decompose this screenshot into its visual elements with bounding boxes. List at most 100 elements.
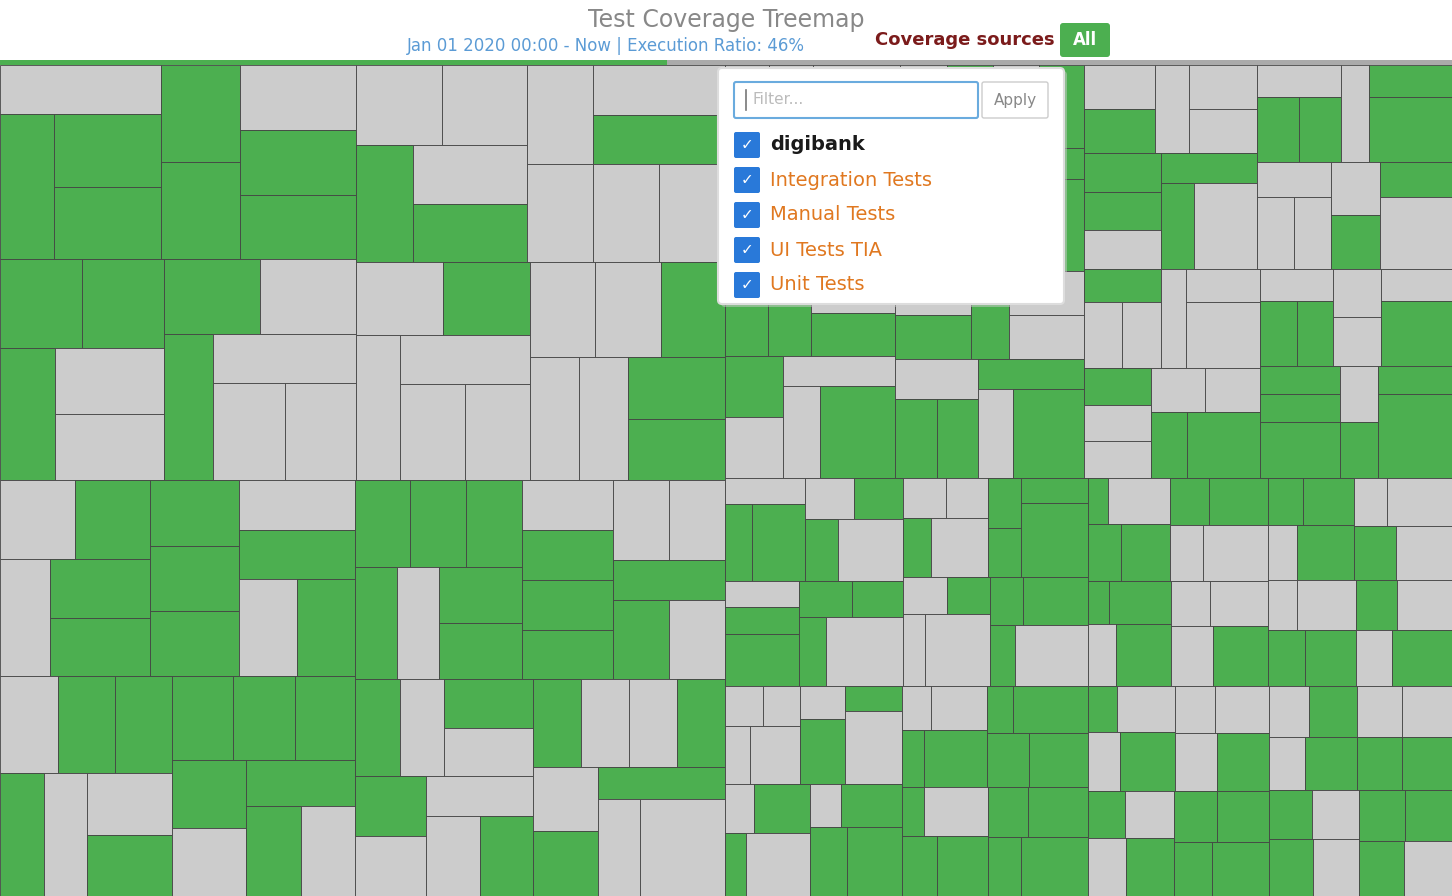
Bar	[804, 520, 838, 581]
Bar	[1085, 442, 1150, 478]
Bar	[1194, 183, 1257, 269]
Bar	[931, 686, 987, 730]
Bar	[1127, 838, 1175, 896]
Bar	[925, 615, 990, 686]
Bar	[427, 776, 533, 816]
Bar	[725, 504, 752, 581]
Bar	[627, 418, 725, 480]
Bar	[1150, 412, 1188, 478]
Bar	[629, 679, 677, 767]
Bar	[1003, 179, 1085, 271]
Bar	[923, 730, 987, 788]
Bar	[1210, 478, 1268, 525]
Bar	[1269, 789, 1313, 840]
Bar	[1212, 625, 1268, 686]
Bar	[595, 262, 661, 357]
Bar	[1359, 841, 1404, 896]
Bar	[851, 581, 903, 617]
FancyBboxPatch shape	[735, 237, 759, 263]
Bar	[1205, 368, 1260, 412]
Bar	[150, 480, 238, 546]
Text: All: All	[1073, 31, 1098, 49]
Bar	[1088, 582, 1109, 624]
Bar	[1038, 65, 1085, 148]
Bar	[443, 262, 530, 335]
Bar	[527, 164, 594, 262]
Bar	[1300, 98, 1342, 161]
Text: Test Coverage Treemap: Test Coverage Treemap	[588, 8, 864, 32]
Bar	[1175, 733, 1217, 791]
Bar	[521, 530, 613, 581]
Bar	[613, 480, 669, 560]
Bar	[1150, 368, 1205, 412]
Bar	[1088, 624, 1115, 686]
Bar	[54, 187, 161, 259]
Bar	[298, 579, 354, 676]
Bar	[0, 676, 58, 773]
Bar	[581, 679, 629, 767]
Bar	[768, 271, 810, 356]
Bar	[1401, 686, 1452, 737]
FancyBboxPatch shape	[722, 71, 1067, 307]
Text: ✓: ✓	[741, 137, 754, 152]
Bar	[1212, 842, 1269, 896]
Bar	[1342, 65, 1369, 161]
Bar	[1269, 686, 1308, 737]
Bar	[594, 164, 659, 262]
Bar	[1109, 582, 1172, 624]
Bar	[1021, 503, 1088, 577]
Bar	[661, 262, 725, 357]
Bar	[1381, 269, 1452, 301]
Bar	[1215, 686, 1269, 733]
Bar	[725, 581, 800, 607]
Bar	[1302, 478, 1355, 525]
Bar	[987, 733, 1028, 788]
Bar	[0, 65, 161, 114]
Bar	[0, 349, 55, 480]
Bar	[87, 773, 171, 835]
Bar	[826, 617, 903, 686]
Bar	[1269, 737, 1305, 789]
Bar	[845, 686, 902, 711]
Bar	[1257, 98, 1300, 161]
FancyBboxPatch shape	[735, 272, 759, 298]
Bar	[977, 389, 1013, 478]
Bar	[83, 259, 164, 349]
Bar	[725, 633, 800, 686]
Bar	[1088, 791, 1125, 838]
Bar	[213, 383, 285, 480]
Bar	[725, 158, 796, 215]
Bar	[810, 785, 841, 827]
Bar	[1340, 366, 1378, 422]
Bar	[533, 831, 598, 896]
Bar	[161, 65, 240, 162]
Bar	[1085, 269, 1160, 302]
Bar	[1172, 582, 1210, 625]
Bar	[896, 271, 971, 315]
FancyBboxPatch shape	[717, 68, 1064, 304]
Bar	[640, 799, 725, 896]
Text: Apply: Apply	[993, 92, 1037, 108]
Bar	[725, 65, 770, 158]
Bar	[1088, 686, 1117, 732]
FancyBboxPatch shape	[735, 82, 979, 118]
Bar	[1379, 197, 1452, 269]
Bar	[399, 383, 465, 480]
Bar	[1392, 631, 1452, 686]
Bar	[76, 480, 150, 559]
Text: ✓: ✓	[741, 173, 754, 187]
Bar	[598, 799, 640, 896]
Bar	[666, 60, 1452, 65]
Bar	[54, 114, 161, 187]
Bar	[1121, 732, 1175, 791]
Bar	[900, 65, 947, 148]
Bar	[845, 711, 902, 785]
Bar	[990, 577, 1024, 625]
Bar	[902, 788, 923, 836]
Bar	[725, 356, 783, 418]
Bar	[1257, 161, 1331, 197]
Bar	[245, 806, 301, 896]
Text: Unit Tests: Unit Tests	[770, 275, 864, 295]
Bar	[613, 600, 669, 679]
Bar	[1088, 524, 1121, 582]
